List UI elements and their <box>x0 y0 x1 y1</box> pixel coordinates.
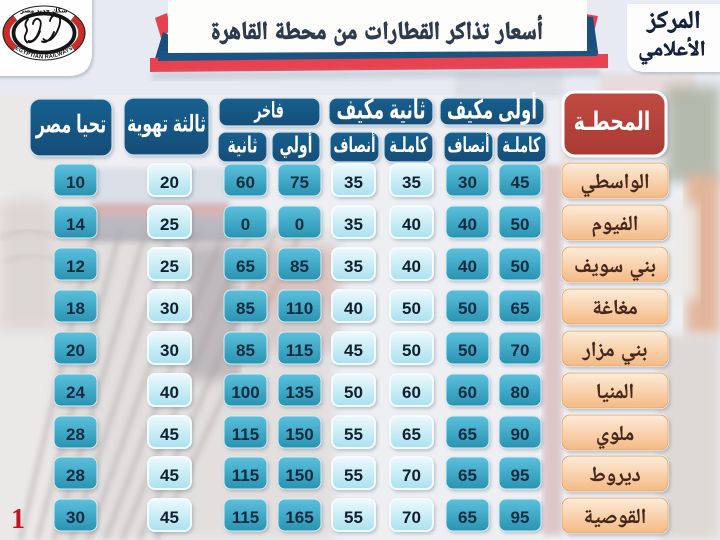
svg-text:55: 55 <box>344 466 363 485</box>
svg-text:40: 40 <box>402 215 421 234</box>
svg-text:90: 90 <box>511 425 530 444</box>
svg-text:24: 24 <box>66 383 85 402</box>
svg-text:40: 40 <box>458 257 477 276</box>
svg-text:1: 1 <box>11 504 25 535</box>
svg-text:85: 85 <box>290 257 309 276</box>
svg-text:0: 0 <box>295 215 304 234</box>
svg-text:35: 35 <box>344 173 363 192</box>
svg-text:65: 65 <box>458 508 477 527</box>
svg-text:30: 30 <box>66 508 85 527</box>
svg-text:55: 55 <box>344 508 363 527</box>
svg-text:0: 0 <box>241 215 250 234</box>
svg-text:28: 28 <box>66 425 85 444</box>
svg-text:50: 50 <box>511 257 530 276</box>
svg-text:95: 95 <box>511 508 530 527</box>
svg-text:85: 85 <box>236 341 255 360</box>
svg-text:65: 65 <box>402 425 421 444</box>
svg-text:50: 50 <box>458 341 477 360</box>
svg-text:95: 95 <box>511 466 530 485</box>
svg-text:65: 65 <box>511 299 530 318</box>
svg-text:40: 40 <box>344 299 363 318</box>
svg-text:75: 75 <box>290 173 309 192</box>
svg-text:25: 25 <box>160 215 179 234</box>
svg-text:55: 55 <box>344 425 363 444</box>
svg-text:50: 50 <box>402 299 421 318</box>
svg-text:35: 35 <box>344 215 363 234</box>
svg-text:18: 18 <box>66 299 85 318</box>
svg-text:115: 115 <box>286 341 313 360</box>
svg-text:85: 85 <box>236 299 255 318</box>
svg-text:50: 50 <box>344 383 363 402</box>
svg-text:150: 150 <box>285 425 313 444</box>
svg-text:65: 65 <box>458 466 477 485</box>
svg-text:70: 70 <box>402 466 421 485</box>
svg-text:28: 28 <box>66 466 85 485</box>
svg-text:115: 115 <box>232 508 259 527</box>
svg-text:20: 20 <box>160 173 179 192</box>
svg-text:40: 40 <box>160 383 179 402</box>
svg-text:40: 40 <box>458 215 477 234</box>
svg-text:110: 110 <box>286 299 313 318</box>
svg-text:45: 45 <box>160 508 179 527</box>
svg-text:45: 45 <box>160 425 179 444</box>
svg-text:12: 12 <box>66 257 85 276</box>
svg-text:115: 115 <box>232 425 259 444</box>
svg-text:80: 80 <box>511 383 530 402</box>
svg-text:30: 30 <box>458 173 477 192</box>
svg-text:60: 60 <box>402 383 421 402</box>
svg-text:115: 115 <box>232 466 259 485</box>
svg-text:50: 50 <box>458 299 477 318</box>
svg-text:45: 45 <box>160 466 179 485</box>
svg-text:135: 135 <box>285 383 313 402</box>
svg-text:150: 150 <box>285 466 313 485</box>
svg-text:35: 35 <box>344 257 363 276</box>
svg-text:100: 100 <box>231 383 259 402</box>
svg-text:45: 45 <box>511 173 530 192</box>
svg-text:14: 14 <box>66 215 85 234</box>
svg-text:70: 70 <box>402 508 421 527</box>
svg-text:10: 10 <box>66 173 85 192</box>
svg-text:70: 70 <box>511 341 530 360</box>
svg-text:25: 25 <box>160 257 179 276</box>
svg-text:30: 30 <box>160 299 179 318</box>
svg-text:50: 50 <box>511 215 530 234</box>
svg-text:20: 20 <box>66 341 85 360</box>
svg-text:45: 45 <box>344 341 363 360</box>
svg-text:65: 65 <box>458 425 477 444</box>
svg-text:60: 60 <box>236 173 255 192</box>
svg-text:35: 35 <box>402 173 421 192</box>
svg-text:165: 165 <box>285 508 313 527</box>
svg-text:50: 50 <box>402 341 421 360</box>
svg-text:60: 60 <box>458 383 477 402</box>
svg-text:30: 30 <box>160 341 179 360</box>
svg-text:65: 65 <box>236 257 255 276</box>
svg-text:40: 40 <box>402 257 421 276</box>
